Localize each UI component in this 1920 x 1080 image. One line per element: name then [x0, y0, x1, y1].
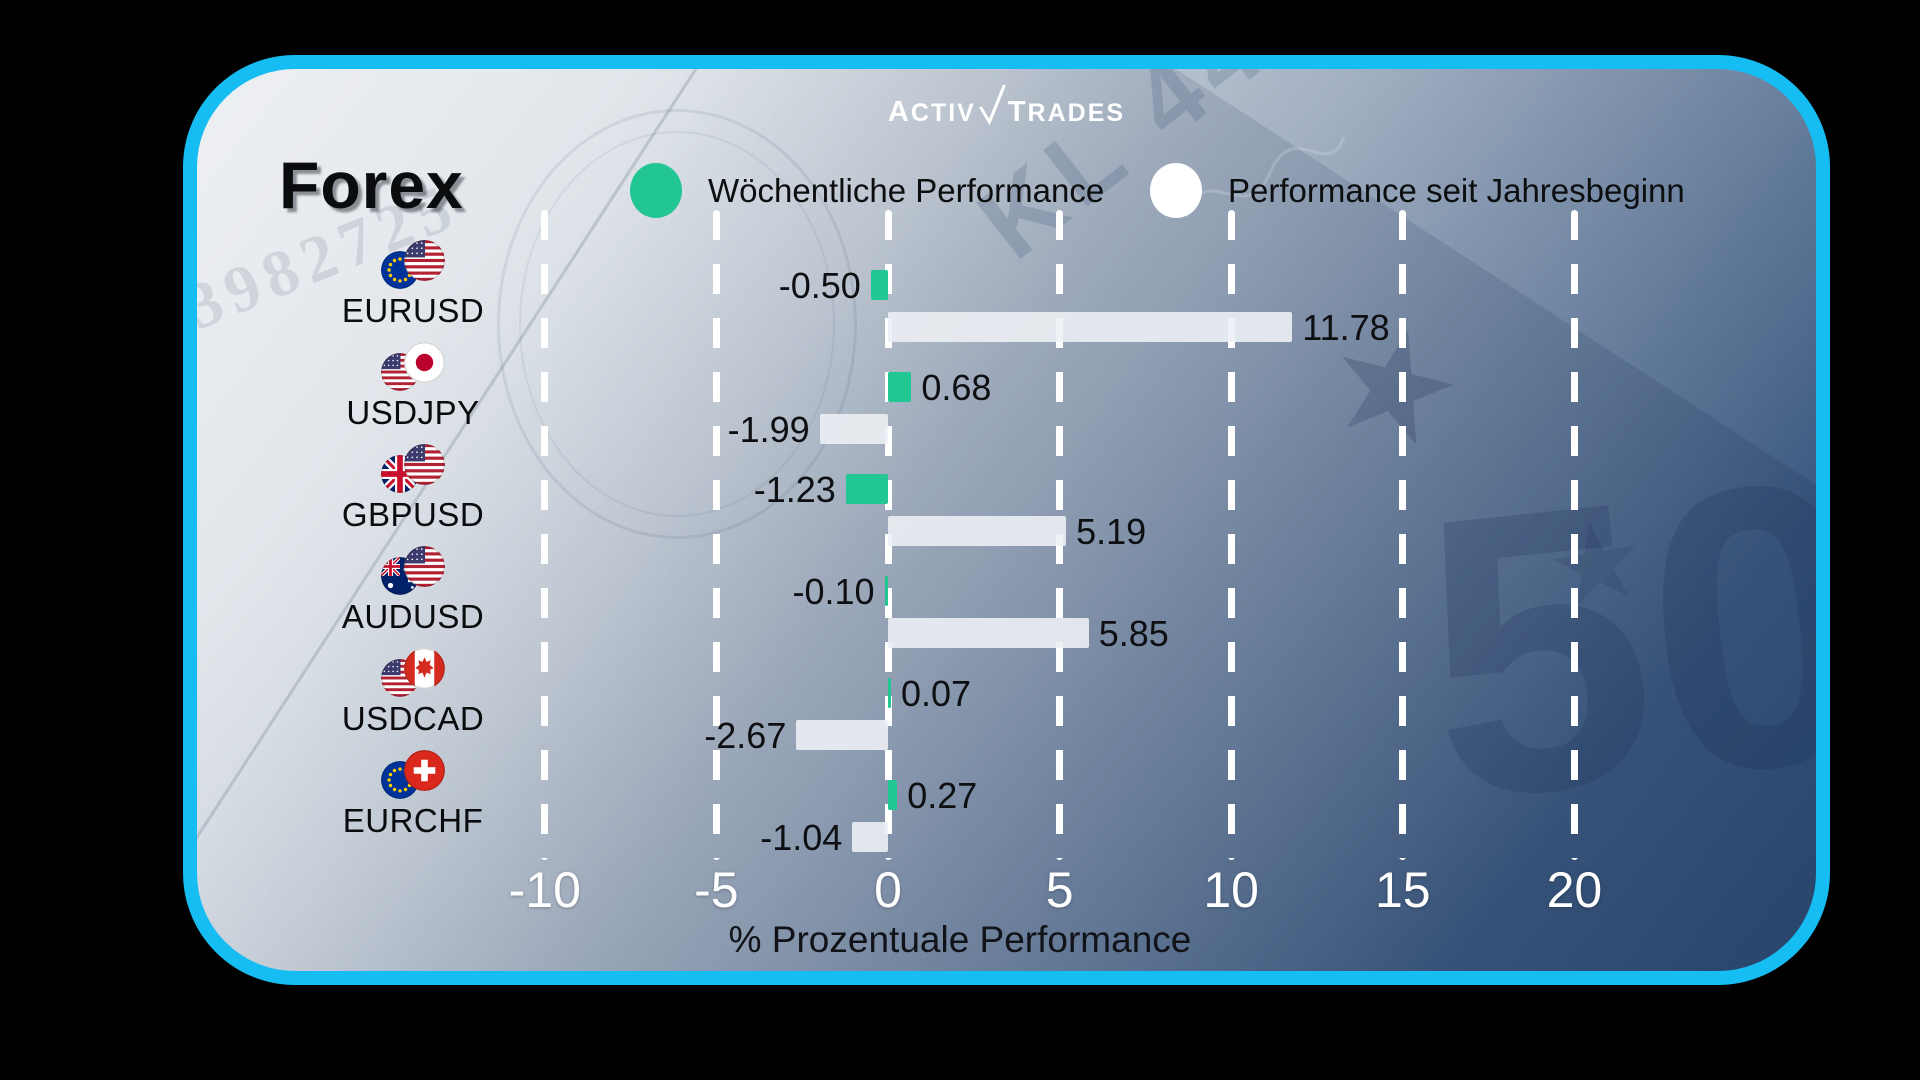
category-label-gbpusd: GBPUSD — [341, 496, 485, 533]
x-tick-label: 15 — [1374, 862, 1431, 918]
flag-pair-audusd — [381, 546, 445, 598]
bar-value-label: 0.68 — [921, 367, 992, 408]
weekly-bar-usdjpy — [888, 372, 912, 402]
x-tick-label: 20 — [1546, 862, 1603, 918]
flag-pair-usdcad — [381, 648, 445, 700]
gridline-10 — [1227, 210, 1235, 860]
euro-star-decor: ★ — [1537, 494, 1656, 633]
ytd-bar-gbpusd — [888, 516, 1067, 546]
flag-pair-eurchf — [381, 750, 445, 802]
category-label-usdcad: USDCAD — [341, 700, 485, 737]
legend-label-ytd: Performance seit Jahresbeginn — [1228, 171, 1685, 209]
checkmark-icon — [979, 84, 1007, 125]
flag-pair-usdjpy — [381, 342, 445, 394]
weekly-bar-gbpusd — [845, 474, 888, 504]
category-label-eurusd: EURUSD — [341, 292, 485, 329]
logo-text-left: Activ — [887, 83, 976, 130]
legend-label-weekly: Wöchentliche Performance — [708, 171, 1105, 209]
flag-us-icon — [404, 546, 445, 587]
category-label-audusd: AUDUSD — [341, 598, 485, 635]
euro-banknote-50-decor: 50 — [1404, 392, 1830, 885]
legend-item-weekly: Wöchentliche Performance — [630, 163, 1104, 218]
bar-value-label: -1.23 — [753, 469, 836, 510]
bar-value-label: 5.19 — [1076, 511, 1147, 552]
bar-value-label: 0.27 — [907, 775, 978, 816]
x-tick-label: 5 — [1045, 862, 1074, 918]
infographic-card: 3982725 KL 4439 50 ★ ★ ActivTrades Forex… — [183, 55, 1830, 985]
x-tick-label: 0 — [874, 862, 902, 918]
ytd-bar-usdcad — [796, 720, 888, 750]
ytd-bar-eurusd — [888, 312, 1293, 342]
x-tick-label: -5 — [694, 862, 739, 918]
x-tick-label: 10 — [1203, 862, 1259, 918]
gridline--10 — [541, 210, 549, 860]
flag-au-icon — [381, 557, 419, 595]
weekly-bar-eurusd — [870, 270, 888, 300]
flag-ca-icon — [404, 648, 445, 689]
weekly-bar-eurchf — [888, 780, 898, 810]
bar-value-label: -0.50 — [778, 265, 861, 306]
ytd-bar-usdjpy — [819, 414, 888, 444]
ytd-swatch-icon — [1150, 163, 1202, 218]
ytd-bar-eurchf — [852, 822, 888, 852]
flag-jp-icon — [404, 342, 445, 383]
gridline-15 — [1399, 210, 1407, 860]
flag-us-icon — [404, 240, 445, 281]
flag-pair-gbpusd — [381, 444, 445, 496]
logo-text-right: Trades — [1007, 83, 1126, 130]
weekly-bar-usdcad — [888, 678, 891, 708]
x-tick-label: -10 — [508, 862, 581, 918]
bar-value-label: -0.10 — [792, 571, 875, 612]
legend-item-ytd: Performance seit Jahresbeginn — [1150, 163, 1685, 218]
bar-value-label: -1.99 — [727, 409, 810, 450]
category-label-eurchf: EURCHF — [342, 802, 484, 839]
gridline-20 — [1570, 210, 1578, 860]
flag-pair-eurusd — [381, 240, 445, 292]
flag-us-icon — [404, 444, 445, 485]
bar-value-label: -2.67 — [704, 715, 787, 756]
activtrades-logo: Activ Trades — [888, 83, 1125, 131]
bar-value-label: 0.07 — [901, 673, 972, 714]
weekly-swatch-icon — [630, 163, 682, 218]
chart-title: Forex — [279, 148, 464, 222]
flag-ch-icon — [404, 750, 445, 791]
weekly-bar-audusd — [884, 576, 888, 606]
bar-value-label: 11.78 — [1302, 307, 1390, 348]
ytd-bar-audusd — [888, 618, 1089, 648]
gridline--5 — [712, 210, 720, 860]
bar-value-label: 5.85 — [1098, 613, 1169, 654]
x-axis-title: % Prozentuale Performance — [728, 919, 1192, 960]
category-label-usdjpy: USDJPY — [346, 394, 480, 431]
bar-value-label: -1.04 — [760, 817, 843, 858]
